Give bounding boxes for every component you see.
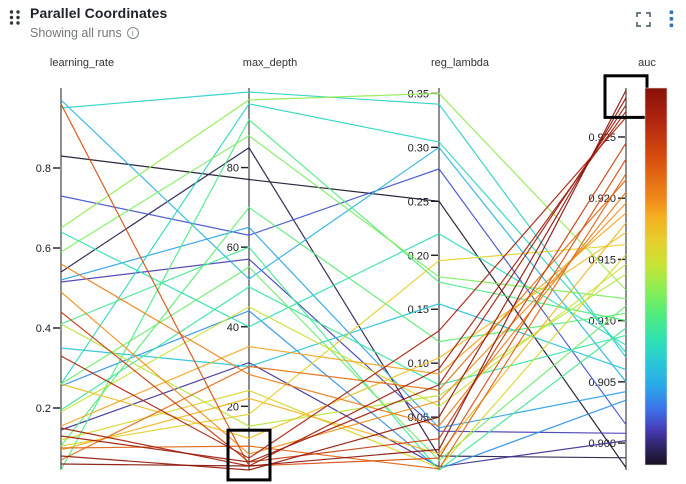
tick-label-learning_rate: 0.2 xyxy=(36,403,51,415)
run-line xyxy=(60,173,627,470)
tick-label-auc: 0.905 xyxy=(588,377,616,389)
tick-label-max_depth: 20 xyxy=(227,401,239,413)
panel-menu-button[interactable] xyxy=(667,8,676,30)
info-icon[interactable]: i xyxy=(126,27,139,39)
run-line xyxy=(60,273,627,427)
run-line xyxy=(60,90,627,467)
run-line xyxy=(60,142,627,463)
run-line xyxy=(60,231,627,346)
fullscreen-button[interactable] xyxy=(634,10,653,29)
drag-handle-icon[interactable] xyxy=(8,9,22,26)
run-line xyxy=(60,104,627,463)
run-line xyxy=(60,226,627,429)
tick-label-reg_lambda: 0.10 xyxy=(408,358,429,370)
run-line xyxy=(60,258,627,434)
run-line xyxy=(60,232,627,439)
run-line xyxy=(60,286,627,411)
run-line xyxy=(60,91,627,358)
axis-title-auc: auc xyxy=(638,57,656,69)
tick-label-max_depth: 40 xyxy=(227,322,239,334)
run-line xyxy=(60,146,627,459)
run-line xyxy=(60,103,627,467)
tick-label-reg_lambda: 0.30 xyxy=(408,142,429,154)
tick-label-learning_rate: 0.8 xyxy=(36,163,51,175)
tick-label-learning_rate: 0.4 xyxy=(36,323,51,335)
run-line xyxy=(60,303,627,371)
fullscreen-icon xyxy=(636,11,651,27)
run-line xyxy=(60,135,627,300)
run-line xyxy=(60,266,627,462)
run-line xyxy=(60,117,627,459)
kebab-menu-icon xyxy=(669,10,674,28)
run-line xyxy=(60,254,627,469)
run-line xyxy=(60,361,627,468)
runs-filter-status: Showing all runs xyxy=(30,26,122,40)
run-line xyxy=(60,110,627,467)
tick-label-learning_rate: 0.6 xyxy=(36,243,51,255)
run-line xyxy=(60,99,627,383)
axis-title-max_depth: max_depth xyxy=(243,57,297,69)
run-line xyxy=(60,168,627,426)
tick-label-auc: 0.920 xyxy=(588,193,616,205)
tick-label-max_depth: 80 xyxy=(227,163,239,175)
panel-title: Parallel Coordinates xyxy=(30,5,168,21)
colorbar xyxy=(644,87,668,466)
axis-title-learning_rate: learning_rate xyxy=(50,57,114,69)
run-line xyxy=(60,212,627,427)
panel-header: Parallel Coordinates Showing all runs i xyxy=(0,0,686,50)
run-line xyxy=(60,97,627,471)
run-line xyxy=(60,202,627,455)
run-line xyxy=(60,103,627,385)
run-line xyxy=(60,263,627,413)
run-line xyxy=(60,222,627,455)
tick-label-max_depth: 60 xyxy=(227,242,239,254)
brush-selection-max_depth[interactable] xyxy=(226,428,272,482)
run-line xyxy=(60,92,627,291)
run-line xyxy=(60,179,627,461)
axis-title-reg_lambda: reg_lambda xyxy=(431,57,490,69)
run-line xyxy=(60,206,627,447)
run-line xyxy=(60,244,627,447)
